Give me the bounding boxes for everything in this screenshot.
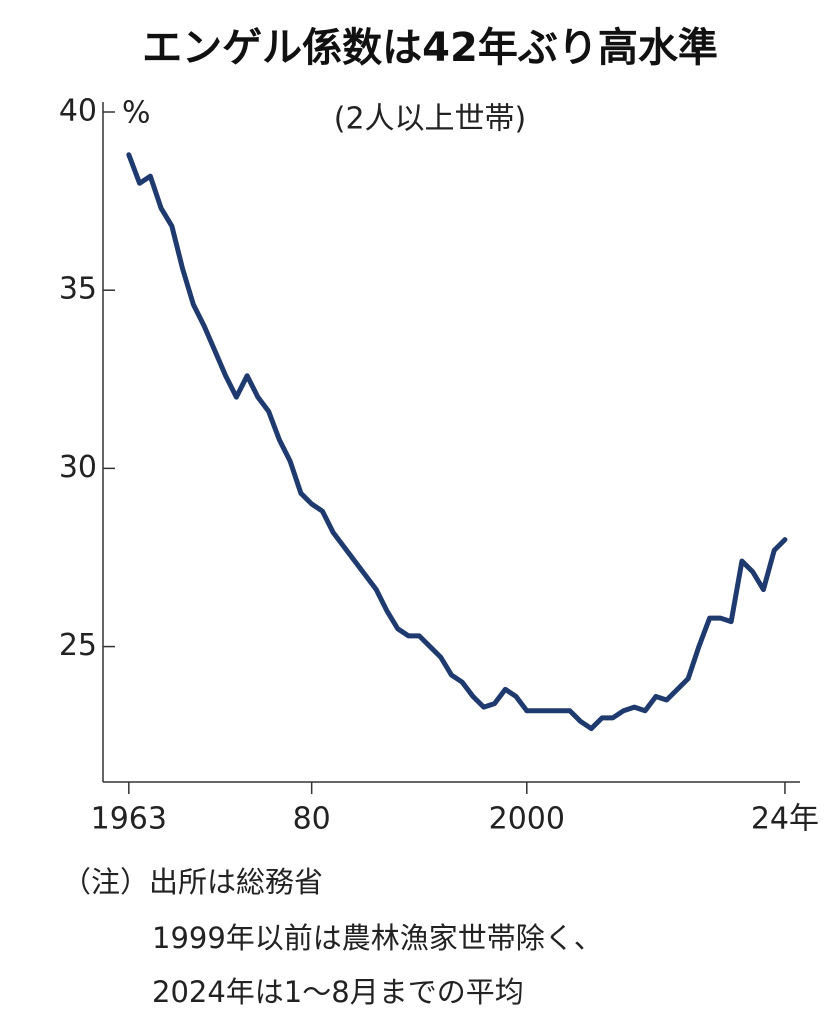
y-unit: %: [122, 96, 151, 131]
x-tick-label: 80: [293, 802, 331, 837]
y-tick-label: 35: [59, 272, 97, 307]
note: 2024年は1～8月までの平均: [152, 975, 524, 1009]
y-tick-label: 25: [59, 628, 97, 663]
note: （注）出所は総務省: [62, 865, 323, 899]
y-tick-label: 40: [59, 94, 97, 129]
x-tick-label: 1963: [91, 802, 167, 837]
x-tick-label: 24年: [751, 802, 819, 837]
x-tick-label: 2000: [489, 802, 565, 837]
chart-title: エンゲル係数は42年ぶり高水準: [142, 25, 718, 71]
data-line: [126, 152, 788, 732]
note: 1999年以前は農林漁家世帯除く、: [152, 921, 603, 955]
y-tick-label: 30: [59, 450, 97, 485]
chart-subtitle: (2人以上世帯): [334, 102, 527, 137]
